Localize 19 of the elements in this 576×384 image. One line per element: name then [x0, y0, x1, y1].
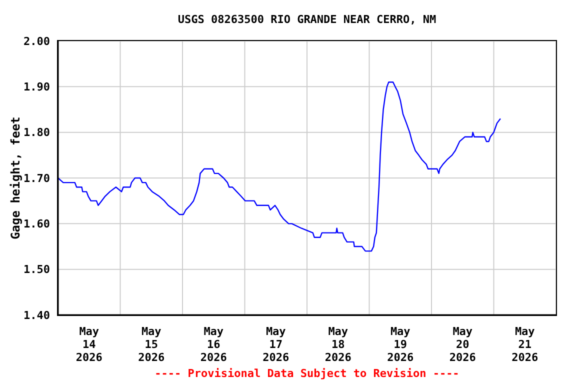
x-tick-label: May 18 2026 [324, 325, 352, 364]
line-series [58, 82, 502, 252]
y-tick-label: 1.40 [24, 308, 50, 322]
y-tick-label: 1.60 [24, 218, 50, 231]
x-tick-label: May 19 2026 [387, 325, 414, 364]
text: ---- Provisional Data Subject to Revision ---- [154, 367, 460, 380]
x-tick-label: May 20 2026 [449, 325, 476, 364]
x-tick-label: May 17 2026 [262, 325, 290, 364]
y-tick-label: 1.80 [24, 126, 50, 140]
y-tick-label: 1.90 [24, 80, 50, 94]
y-tick-label: 2.00 [24, 34, 50, 48]
y-tick-label: 1.50 [24, 263, 50, 276]
chart-title: USGS 08263500 RIO GRANDE NEAR CERRO, NM [176, 13, 438, 26]
y-axis-title: Gage height, feet [8, 116, 22, 240]
x-tick-label: May 16 2026 [200, 325, 228, 364]
x-tick-label: May 14 2026 [76, 325, 103, 364]
x-tick-label: May 15 2026 [138, 325, 165, 364]
y-tick-label: 1.70 [24, 172, 50, 185]
x-tick-label: May 21 2026 [512, 325, 538, 364]
